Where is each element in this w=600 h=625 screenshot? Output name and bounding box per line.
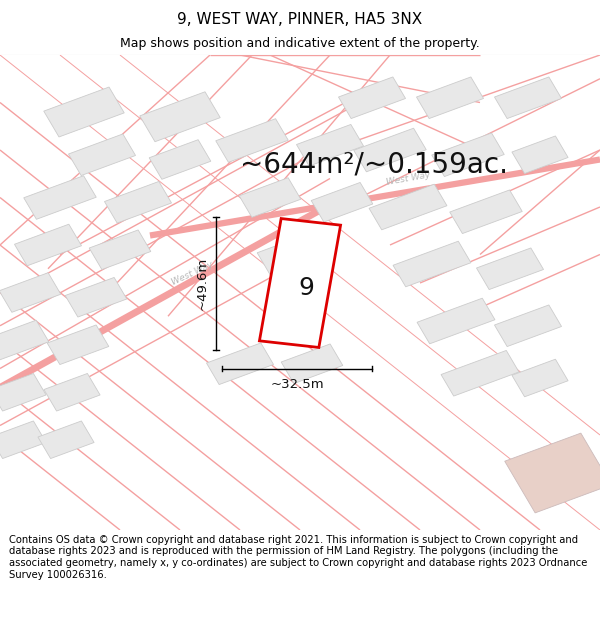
Polygon shape [512, 136, 568, 174]
Polygon shape [89, 230, 151, 269]
Polygon shape [354, 128, 426, 172]
Polygon shape [239, 177, 301, 217]
Polygon shape [441, 351, 519, 396]
Polygon shape [47, 325, 109, 364]
Polygon shape [44, 87, 124, 137]
Polygon shape [450, 190, 522, 234]
Polygon shape [494, 305, 562, 346]
Text: 9, WEST WAY, PINNER, HA5 3NX: 9, WEST WAY, PINNER, HA5 3NX [178, 12, 422, 27]
Polygon shape [0, 374, 46, 411]
Text: 9: 9 [298, 276, 314, 300]
Polygon shape [65, 278, 127, 317]
Polygon shape [104, 181, 172, 223]
Polygon shape [0, 421, 46, 459]
Polygon shape [149, 140, 211, 179]
Polygon shape [281, 344, 343, 384]
Polygon shape [68, 134, 136, 176]
Polygon shape [512, 359, 568, 397]
Text: West Way: West Way [170, 260, 214, 287]
Polygon shape [476, 248, 544, 289]
Polygon shape [259, 219, 341, 348]
Polygon shape [257, 235, 319, 274]
Polygon shape [505, 433, 600, 513]
Polygon shape [296, 124, 364, 166]
Polygon shape [416, 77, 484, 119]
Text: West Way: West Way [385, 170, 431, 187]
Text: Contains OS data © Crown copyright and database right 2021. This information is : Contains OS data © Crown copyright and d… [9, 535, 587, 580]
Text: ~49.6m: ~49.6m [196, 256, 209, 309]
Text: ~32.5m: ~32.5m [270, 378, 324, 391]
Text: Map shows position and indicative extent of the property.: Map shows position and indicative extent… [120, 38, 480, 51]
Text: ~644m²/~0.159ac.: ~644m²/~0.159ac. [240, 150, 508, 178]
Polygon shape [432, 133, 504, 176]
Polygon shape [494, 77, 562, 119]
Polygon shape [338, 77, 406, 119]
Polygon shape [393, 241, 471, 287]
Polygon shape [44, 374, 100, 411]
Polygon shape [206, 343, 274, 384]
Polygon shape [311, 182, 373, 222]
Polygon shape [0, 320, 49, 360]
Polygon shape [216, 119, 288, 162]
Polygon shape [38, 421, 94, 459]
Polygon shape [369, 184, 447, 230]
Polygon shape [24, 176, 96, 219]
Polygon shape [0, 272, 61, 312]
Polygon shape [417, 298, 495, 344]
Polygon shape [14, 224, 82, 266]
Polygon shape [140, 92, 220, 142]
